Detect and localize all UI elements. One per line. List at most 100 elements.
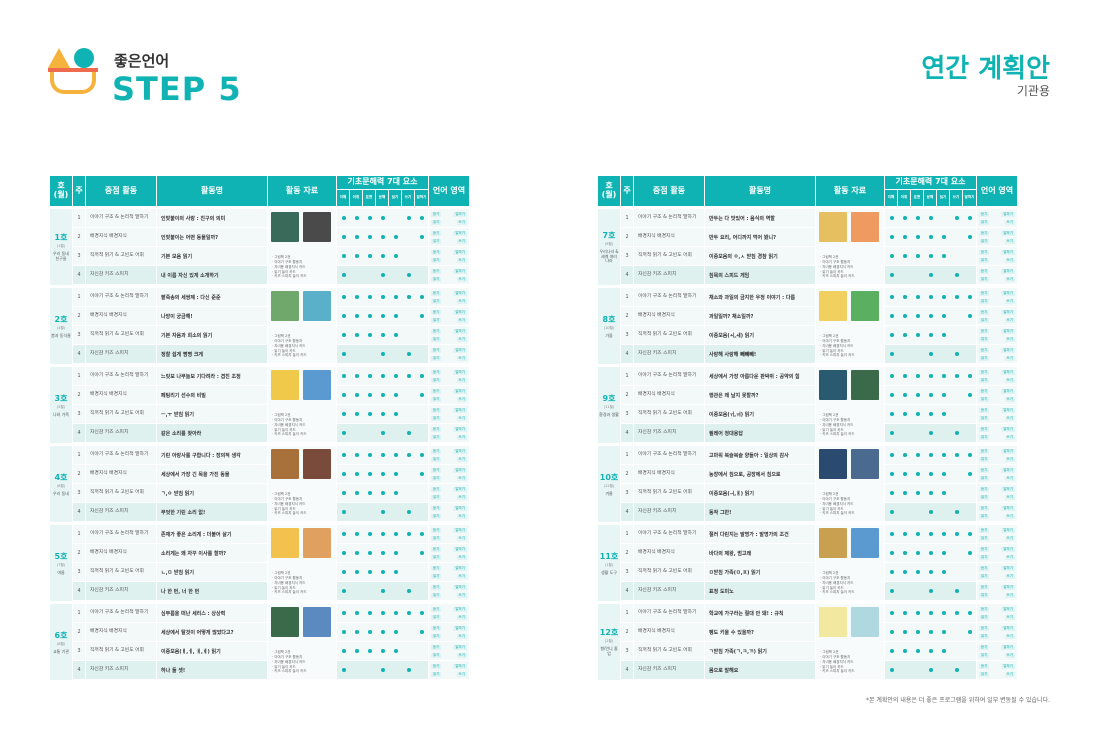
- language-pair: 읽기 쓰기: [431, 257, 467, 263]
- language-tag: 쓰기: [456, 513, 467, 519]
- dot-mark-icon: [419, 611, 424, 615]
- literacy-dot: [402, 582, 415, 600]
- literacy-dot: [337, 367, 350, 385]
- language-area: 듣기 말하기 읽기 쓰기: [977, 661, 1017, 679]
- table-row-marks: 듣기 말하기 읽기 쓰기: [337, 446, 469, 464]
- dot-empty: [420, 491, 424, 495]
- language-tag: 말하기: [1001, 230, 1015, 236]
- language-pair: 듣기 말하기: [979, 505, 1015, 511]
- dot-mark-icon: [902, 453, 907, 457]
- literacy-dot: [950, 209, 963, 227]
- language-pair: 읽기 쓰기: [979, 456, 1015, 462]
- focus-area: 배경지식 배경지식: [86, 544, 156, 562]
- dot-mark-icon: [915, 551, 920, 555]
- dot-mark-icon: [367, 649, 372, 653]
- rows-left: 1 이야기 구조 & 논리적 말하기 채소와 과일의 금지한 우정 이야기 : 다름…: [621, 288, 1017, 364]
- literacy-dot: [898, 563, 911, 581]
- literacy-dot: [924, 525, 937, 543]
- dot-empty: [955, 551, 959, 555]
- dot-mark-icon: [928, 254, 933, 258]
- dot-mark-icon: [341, 570, 346, 574]
- literacy-dot: [885, 424, 898, 442]
- table-row-marks: 듣기 말하기 읽기 쓰기: [337, 307, 469, 325]
- header-ju: 주: [621, 176, 633, 206]
- material-item: · 이야기 구조 활동지: [272, 576, 303, 581]
- language-pair: 듣기 말하기: [431, 644, 467, 650]
- language-tag: 읽기: [431, 614, 442, 620]
- dot-mark-icon: [889, 630, 894, 634]
- literacy-dot: [924, 266, 937, 284]
- literacy-dots: [337, 544, 428, 562]
- language-area: 듣기 말하기 읽기 쓰기: [977, 544, 1017, 562]
- month-cell: 7호 (9월) 우리나라 & 세계 여러 나라: [598, 209, 620, 285]
- material-item: · 이야기 구조 활동지: [820, 418, 851, 423]
- language-tag: 말하기: [1001, 407, 1015, 413]
- language-tag: 쓰기: [456, 355, 467, 361]
- dot-empty: [394, 510, 398, 514]
- language-tag: 듣기: [431, 584, 442, 590]
- language-tag: 읽기: [979, 573, 990, 579]
- rows-left: 1 이야기 구조 & 논리적 말하기 심부름을 떠난 세리스 : 상상력 2 배경지식 …: [73, 604, 469, 680]
- focus-area: 직꺼적 읽기 & 고빈도 어휘: [86, 563, 156, 581]
- literacy-dot: [415, 563, 428, 581]
- literacy-dot: [924, 288, 937, 306]
- literacy-dot: [885, 661, 898, 679]
- dot-empty: [394, 352, 398, 356]
- dot-empty: [420, 668, 424, 672]
- book-cover-image: [819, 370, 847, 400]
- dot-mark-icon: [928, 431, 933, 435]
- language-area: 듣기 말하기 읽기 쓰기: [977, 503, 1017, 521]
- language-pair: 읽기 쓰기: [431, 513, 467, 519]
- literacy-dots: [337, 228, 428, 246]
- table-row-marks: 듣기 말하기 읽기 쓰기: [337, 266, 469, 284]
- material-cell: · 그림책 2권 · 이야기 구조 활동지 · 자녀용 배경지식 카드 · 읽기 놀이…: [816, 446, 884, 521]
- literacy-dot: [885, 247, 898, 265]
- literacy-dot: [885, 307, 898, 325]
- dot-mark-icon: [367, 551, 372, 555]
- focus-area: 직꺼적 읽기 & 고빈도 어휘: [86, 247, 156, 265]
- issue-theme: 교통 기관: [53, 648, 69, 654]
- literacy-dot: [911, 465, 924, 483]
- week-rows: 1 이야기 구조 & 논리적 말하기 인맞붙이의 사랑 : 친구의 의미 2 배경지식 …: [73, 209, 469, 285]
- rows-marks: 듣기 말하기 읽기 쓰기 듣기 말하기 읽기 쓰기 듣기 말하기 읽기 쓰기 듣기 말하기 읽기 쓰기: [337, 367, 469, 443]
- activity-name: 펭도 키울 수 있을까?: [705, 623, 815, 641]
- literacy-dot: [376, 525, 389, 543]
- language-tag: 읽기: [979, 355, 990, 361]
- language-pair: 듣기 말하기: [431, 388, 467, 394]
- table-row-marks: 듣기 말하기 읽기 쓰기: [885, 661, 1017, 679]
- literacy-dot: [363, 582, 376, 600]
- literacy-dot: [415, 623, 428, 641]
- literacy-dot: [950, 503, 963, 521]
- language-tag: 쓰기: [456, 317, 467, 323]
- dot-empty: [407, 235, 411, 239]
- language-tag: 말하기: [453, 309, 467, 315]
- material-item: · 키즈 스피치 놀이 카드: [272, 432, 307, 437]
- issue-theme: 겨울: [605, 490, 613, 496]
- dot-mark-icon: [380, 453, 385, 457]
- dot-mark-icon: [941, 374, 946, 378]
- language-tag: 쓰기: [1004, 377, 1015, 383]
- literacy-dot: [402, 345, 415, 363]
- book-covers: [819, 212, 879, 242]
- language-tag: 읽기: [979, 434, 990, 440]
- material-item: · 읽기 놀이 카드: [272, 664, 296, 669]
- dot-mark-icon: [367, 453, 372, 457]
- language-pair: 읽기 쓰기: [431, 633, 467, 639]
- literacy-dot: [389, 544, 402, 562]
- dot-mark-icon: [380, 570, 385, 574]
- literacy-dot: [402, 228, 415, 246]
- literacy-dot: [350, 405, 363, 423]
- table-row: 3 직꺼적 읽기 & 고빈도 어휘 이중모음(ㅢ,ㅒ) 읽기: [621, 484, 816, 502]
- week-number: 2: [621, 386, 633, 404]
- header-literacy-subs: 이해 어휘 표현 문해 읽기 쓰기 말하기: [885, 190, 976, 206]
- table-row-marks: 듣기 말하기 읽기 쓰기: [885, 623, 1017, 641]
- language-tag: 쓰기: [456, 434, 467, 440]
- language-tag: 듣기: [431, 606, 442, 612]
- material-list: · 그림책 2권 · 이야기 구조 활동지 · 자녀용 배경지식 카드 · 읽기 놀이…: [272, 413, 307, 437]
- language-tag: 쓰기: [456, 456, 467, 462]
- literacy-dot: [963, 288, 976, 306]
- language-area: 듣기 말하기 읽기 쓰기: [977, 209, 1017, 227]
- dot-mark-icon: [902, 491, 907, 495]
- dot-mark-icon: [889, 453, 894, 457]
- language-tag: 읽기: [979, 257, 990, 263]
